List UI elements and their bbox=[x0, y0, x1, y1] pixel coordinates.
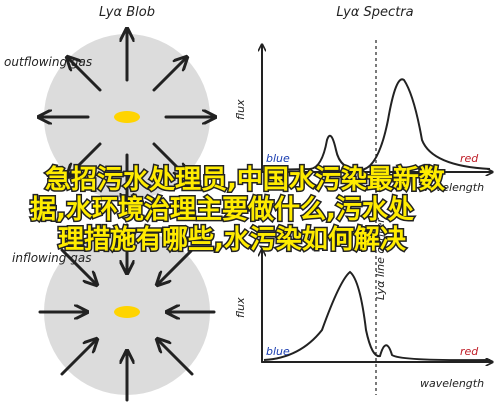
inflow-arrows bbox=[38, 223, 216, 402]
outflow-arrows bbox=[40, 30, 214, 205]
panel-title: Lyα Spectra bbox=[336, 5, 413, 20]
spectrum-axes bbox=[262, 250, 492, 362]
flow-label: inflowing gas bbox=[12, 251, 91, 265]
axis-label: flux bbox=[234, 99, 247, 120]
overlay-text: 据,水环境治理主要做什么,污水处 bbox=[30, 194, 414, 225]
overlay-text: 理措施有哪些,水污染如何解决 bbox=[58, 224, 406, 255]
blue-label: blue bbox=[266, 345, 290, 358]
axis-label: flux bbox=[234, 297, 247, 318]
overlay-text: 急招污水处理员,中国水污染最新数 bbox=[45, 164, 446, 195]
blue-label: blue bbox=[266, 152, 290, 165]
flow-label: outflowing gas bbox=[4, 55, 92, 69]
galaxy bbox=[114, 306, 140, 318]
red-label: red bbox=[460, 345, 479, 358]
spectrum bbox=[263, 78, 491, 172]
axis-label: wavelength bbox=[420, 377, 484, 390]
red-label: red bbox=[460, 152, 479, 165]
spectrum-axes bbox=[262, 45, 492, 172]
axis-label: wavelength bbox=[420, 181, 484, 194]
galaxy bbox=[114, 111, 140, 123]
panel-title: Lyα Blob bbox=[99, 5, 155, 20]
spectrum bbox=[263, 270, 491, 362]
line-label: Lyα line center bbox=[374, 217, 387, 300]
